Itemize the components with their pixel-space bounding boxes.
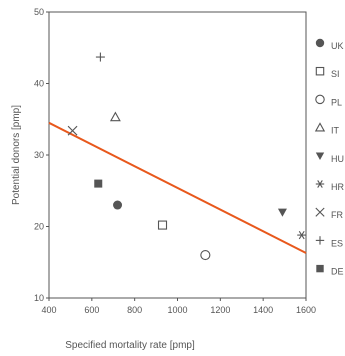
trendline xyxy=(48,121,307,254)
trendline-layer xyxy=(48,121,307,254)
legend-item-de: DE xyxy=(316,264,344,277)
y-tick-label: 30 xyxy=(34,150,44,160)
plot-area xyxy=(48,11,307,299)
legend-marker xyxy=(315,38,325,48)
legend-item-es: ES xyxy=(315,236,343,248)
y-tick-label: 20 xyxy=(34,222,44,232)
legend-item-uk: UK xyxy=(315,38,344,51)
legend-label: PL xyxy=(331,97,342,107)
legend-marker xyxy=(315,66,325,76)
legend-label: ES xyxy=(331,238,343,248)
legend-item-fr: FR xyxy=(315,207,343,220)
data-point-hu xyxy=(277,208,287,217)
plot-frame xyxy=(48,11,307,299)
legend-item-si: SI xyxy=(315,66,340,79)
data-point-de xyxy=(94,179,103,188)
legend-label: DE xyxy=(331,267,344,277)
data-point-es xyxy=(95,52,105,62)
x-tick-label: 600 xyxy=(84,305,99,315)
data-point-pl xyxy=(200,250,211,261)
legend-marker xyxy=(315,152,325,160)
legend-label: HU xyxy=(331,154,344,164)
legend-label: UK xyxy=(331,41,344,51)
y-tick-label: 50 xyxy=(34,7,44,17)
x-axis-ticks: 400 600 800 1000 1200 1400 1600 xyxy=(41,298,316,315)
x-tick-label: 1000 xyxy=(167,305,187,315)
x-tick-label: 400 xyxy=(41,305,56,315)
x-tick-label: 800 xyxy=(127,305,142,315)
legend: UK SI PL IT HU HR FR ES DE xyxy=(314,38,344,277)
x-tick-label: 1600 xyxy=(296,305,316,315)
y-tick-label: 40 xyxy=(34,79,44,89)
x-tick-label: 1200 xyxy=(210,305,230,315)
x-axis-title: Specified mortality rate [pmp] xyxy=(65,340,195,351)
legend-marker xyxy=(314,122,326,132)
legend-label: HR xyxy=(331,182,344,192)
data-point-it xyxy=(109,111,121,122)
legend-label: SI xyxy=(331,69,340,79)
legend-item-it: IT xyxy=(314,122,340,136)
legend-label: FR xyxy=(331,210,343,220)
data-points xyxy=(67,52,307,261)
legend-item-pl: PL xyxy=(315,94,342,107)
data-point-hr xyxy=(297,230,307,240)
data-point-uk xyxy=(113,200,123,210)
legend-marker xyxy=(315,180,325,188)
legend-marker xyxy=(315,94,325,105)
x-tick-label: 1400 xyxy=(253,305,273,315)
data-point-fr xyxy=(67,125,78,136)
y-axis-ticks: 10 20 30 40 50 xyxy=(34,7,49,303)
legend-marker xyxy=(315,207,325,217)
legend-label: IT xyxy=(331,126,340,136)
legend-marker xyxy=(316,264,324,273)
legend-item-hr: HR xyxy=(315,180,344,192)
legend-item-hu: HU xyxy=(315,152,344,164)
y-axis-title: Potential donors [pmp] xyxy=(11,105,22,205)
y-tick-label: 10 xyxy=(34,293,44,303)
legend-marker xyxy=(315,236,325,245)
data-point-si xyxy=(157,220,168,230)
